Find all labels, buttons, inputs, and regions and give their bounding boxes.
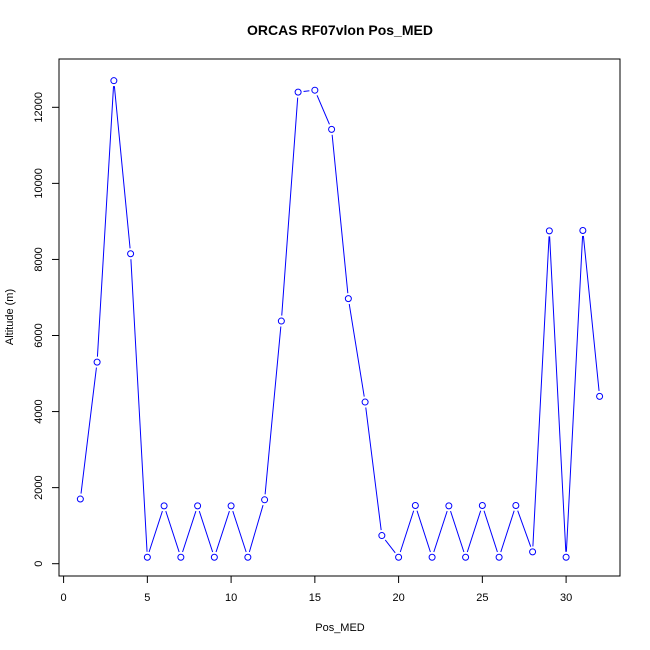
point-mask (577, 225, 589, 237)
y-tick-label: 4000 (33, 399, 45, 423)
data-point (328, 125, 336, 133)
x-tick-label: 20 (392, 592, 404, 604)
data-point (562, 553, 570, 561)
point-mask (192, 500, 204, 512)
point-mask (259, 494, 271, 506)
point-mask (141, 551, 153, 563)
x-axis: 0 5 10 15 20 25 30 (61, 575, 572, 604)
y-axis-label: Altitude (m) (4, 289, 16, 345)
data-point (177, 553, 185, 561)
point-mask (476, 500, 488, 512)
point-mask (543, 225, 555, 237)
point-mask (242, 551, 254, 563)
y-tick-label: 2000 (33, 475, 45, 499)
point-mask (125, 248, 137, 260)
y-tick-label: 8000 (33, 247, 45, 271)
point-mask (409, 500, 421, 512)
data-point (194, 502, 202, 510)
data-point (462, 553, 470, 561)
y-tick-label: 10000 (33, 168, 45, 199)
data-point (110, 77, 118, 85)
data-point (361, 398, 369, 406)
data-point (495, 553, 503, 561)
data-point (378, 532, 386, 540)
y-tick-label: 12000 (33, 92, 45, 123)
data-point (227, 502, 235, 510)
data-point (93, 358, 101, 366)
data-point (529, 548, 537, 556)
point-mask (510, 500, 522, 512)
data-point (294, 88, 302, 96)
point-mask (560, 551, 572, 563)
point-mask (493, 551, 505, 563)
point-mask (309, 84, 321, 96)
data-point (445, 502, 453, 510)
data-point (210, 553, 218, 561)
data-point (261, 496, 269, 504)
point-mask (208, 551, 220, 563)
data-point (428, 553, 436, 561)
y-tick-label: 0 (33, 561, 45, 567)
y-tick-label: 6000 (33, 323, 45, 347)
x-tick-label: 0 (61, 592, 67, 604)
point-mask (460, 551, 472, 563)
data-point (411, 502, 419, 510)
point-mask (393, 551, 405, 563)
data-point (478, 502, 486, 510)
x-tick-label: 5 (144, 592, 150, 604)
data-point (579, 227, 587, 235)
data-point (395, 553, 403, 561)
data-point (127, 250, 135, 258)
point-mask (91, 356, 103, 368)
series-points (74, 75, 606, 563)
point-mask (426, 551, 438, 563)
x-tick-label: 10 (225, 592, 237, 604)
point-mask (443, 500, 455, 512)
point-mask (175, 551, 187, 563)
point-mask (292, 86, 304, 98)
chart-title: ORCAS RF07vlon Pos_MED (247, 22, 433, 38)
data-point (76, 495, 84, 503)
y-axis: 0 2000 4000 6000 8000 10000 12000 (33, 92, 60, 567)
data-point (160, 502, 168, 510)
point-mask (108, 75, 120, 87)
point-mask (359, 396, 371, 408)
point-mask (594, 390, 606, 402)
point-mask (376, 530, 388, 542)
data-point (596, 392, 604, 400)
point-mask (225, 500, 237, 512)
point-mask (74, 493, 86, 505)
series-line (79, 80, 601, 559)
point-mask (275, 315, 287, 327)
data-point (545, 227, 553, 235)
data-point (244, 553, 252, 561)
data-point (311, 86, 319, 94)
point-mask (342, 293, 354, 305)
point-mask (158, 500, 170, 512)
data-point (277, 317, 285, 325)
data-point (344, 295, 352, 303)
point-mask (326, 123, 338, 135)
point-mask (527, 546, 539, 558)
x-tick-label: 15 (309, 592, 321, 604)
x-axis-label: Pos_MED (315, 622, 365, 634)
x-tick-label: 30 (560, 592, 572, 604)
data-point (143, 553, 151, 561)
x-tick-label: 25 (476, 592, 488, 604)
data-point (512, 502, 520, 510)
